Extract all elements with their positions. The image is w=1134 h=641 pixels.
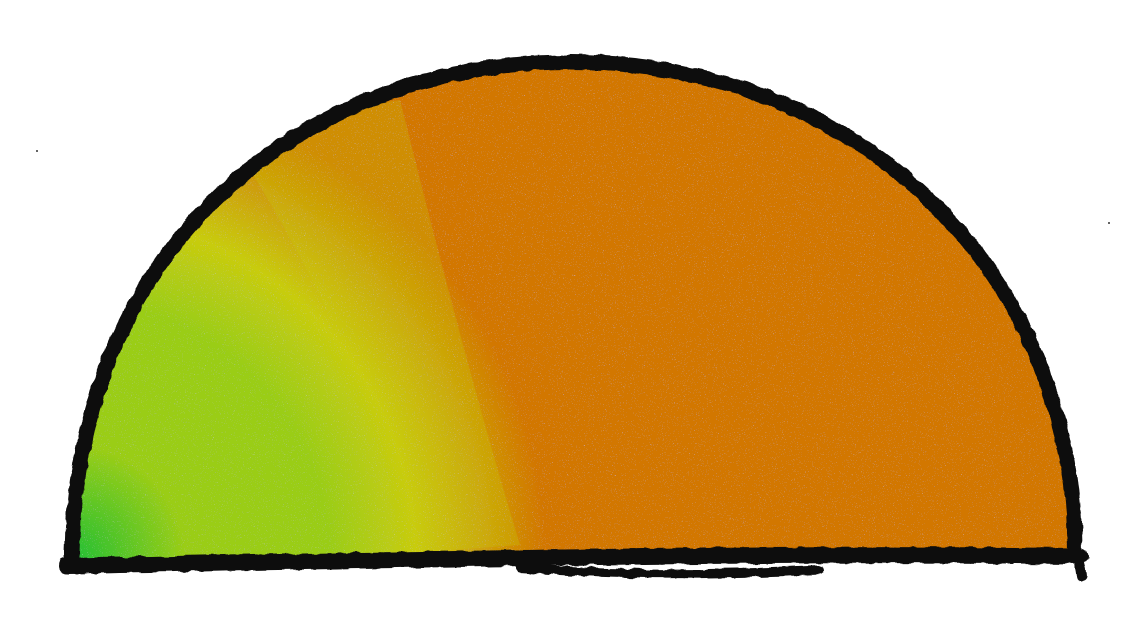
semicircle-outline	[58, 54, 1088, 581]
stray-speck	[36, 150, 38, 152]
stray-speck	[1108, 222, 1110, 224]
speckle-band	[250, 100, 520, 552]
semicircle-fill	[72, 62, 1075, 563]
